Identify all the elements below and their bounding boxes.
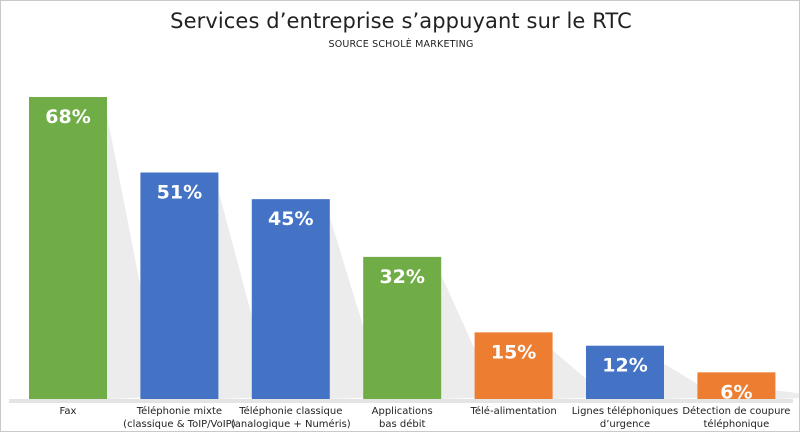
category-label: Lignes téléphoniques d’urgence (572, 405, 679, 430)
bar (363, 256, 442, 399)
bar (697, 372, 776, 399)
chart-floor (9, 399, 793, 403)
bar (586, 345, 664, 399)
data-label: 6% (720, 381, 752, 403)
category-label: Téléphonie classique (analogique + Numéri… (231, 405, 351, 430)
chart-title: Services d’entreprise s’appuyant sur le … (170, 9, 632, 33)
data-label: 12% (602, 355, 647, 377)
bar (140, 172, 219, 399)
bar (474, 332, 553, 399)
category-label: Téléphonie mixte (classique & ToIP/VoIP) (123, 405, 236, 430)
data-label: 32% (379, 266, 424, 288)
data-label: 45% (268, 208, 313, 230)
data-label: 15% (491, 341, 536, 363)
bar (29, 97, 107, 399)
category-label: Applications bas débit (372, 406, 433, 430)
category-label: Détection de coupure téléphonique (682, 405, 790, 430)
data-label: 51% (157, 182, 202, 204)
category-label: Télé-alimentation (469, 405, 556, 417)
bar-shadow (775, 390, 799, 399)
chart-subtitle: SOURCE SCHOLÈ MARKETING (328, 39, 474, 50)
bar (251, 199, 330, 399)
data-label: 68% (45, 106, 90, 128)
category-label: Fax (60, 406, 77, 417)
